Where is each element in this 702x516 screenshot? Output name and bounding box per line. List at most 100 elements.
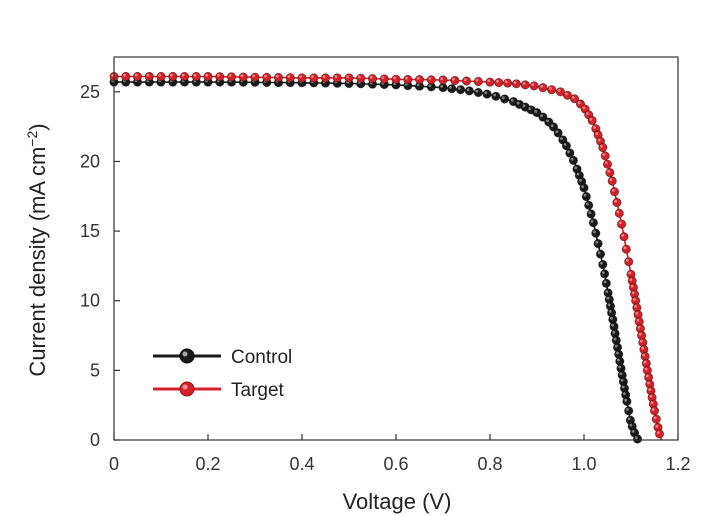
data-point-highlight-target (593, 126, 596, 129)
data-point-highlight-control (550, 124, 554, 128)
data-point-highlight-target (475, 78, 479, 82)
data-point-highlight-target (638, 332, 642, 336)
data-point-highlight-target (158, 73, 162, 77)
data-point-highlight-target (381, 76, 385, 79)
data-point-highlight-control (603, 280, 607, 284)
data-point-highlight-target (616, 210, 620, 214)
data-point-control (438, 83, 448, 93)
data-point-highlight-control (614, 344, 618, 348)
data-point-target (485, 77, 495, 87)
data-point-target (215, 72, 225, 82)
data-point-highlight-target (549, 87, 552, 90)
y-tick-label: 20 (80, 151, 100, 171)
data-point-control (464, 86, 474, 96)
data-point-control (482, 89, 492, 99)
data-point-control (473, 87, 483, 98)
data-point-target (520, 80, 530, 90)
data-point-highlight-target (623, 246, 627, 250)
data-point-highlight-control (616, 351, 619, 355)
data-point-highlight-target (393, 76, 397, 80)
data-point-highlight-control (607, 303, 611, 307)
data-point-highlight-control (583, 193, 587, 197)
data-point-highlight-target (416, 76, 420, 80)
data-point-control (591, 228, 601, 238)
data-point-highlight-control (567, 150, 570, 154)
data-point-highlight-target (653, 416, 657, 420)
x-tick-label: 0.8 (477, 454, 502, 474)
data-point-highlight-control (428, 84, 432, 87)
data-point-control (588, 218, 599, 228)
data-point-target (569, 94, 580, 104)
data-point-highlight-control (593, 230, 596, 234)
data-point-highlight-control (606, 296, 610, 300)
data-point-highlight-control (484, 91, 488, 95)
data-point-highlight-control (574, 166, 578, 170)
x-axis-title: Voltage (V) (343, 489, 452, 514)
x-tick-label: 0.6 (383, 454, 408, 474)
data-point-highlight-target (205, 73, 209, 77)
data-point-highlight-target (636, 318, 640, 322)
data-point-control (601, 278, 611, 288)
data-point-highlight-target (635, 312, 639, 315)
data-point-highlight-target (170, 73, 173, 77)
data-point-control (622, 396, 632, 406)
data-point-highlight-control (581, 185, 585, 189)
data-point-target (600, 151, 610, 161)
x-tick-label: 1.2 (665, 454, 690, 474)
data-point-highlight-control (595, 240, 599, 244)
data-point-target (273, 72, 284, 83)
data-point-control (500, 94, 510, 104)
data-point-highlight-target (123, 73, 126, 77)
data-point-highlight-target (589, 117, 593, 121)
y-axis-title-superscript: −2 (24, 131, 40, 147)
data-point-highlight-target (649, 394, 653, 398)
data-point-control (584, 200, 594, 210)
data-point-target (203, 71, 213, 82)
data-point-highlight-target (633, 298, 636, 301)
data-point-control (538, 112, 548, 122)
data-point-control (586, 209, 596, 219)
legend-item-control: Control (153, 347, 292, 368)
data-point-highlight-control (493, 93, 496, 97)
data-point-control (595, 249, 606, 259)
data-point-target (598, 142, 608, 153)
data-point-target (473, 76, 483, 87)
data-point-highlight-target (287, 75, 291, 78)
data-point-target (511, 79, 522, 89)
data-point-target (403, 74, 413, 85)
data-point-target (612, 197, 622, 208)
data-point-highlight-target (440, 77, 444, 81)
data-point-highlight-control (586, 202, 589, 206)
data-point-highlight-target (642, 353, 646, 357)
data-point-highlight-target (134, 73, 138, 77)
data-point-highlight-control (601, 271, 605, 274)
data-point-control (491, 91, 501, 101)
data-point-target (379, 74, 389, 84)
data-point-highlight-target (630, 284, 634, 288)
data-point-highlight-target (644, 367, 648, 371)
data-point-highlight-control (588, 211, 592, 215)
data-point-highlight-target (564, 92, 568, 96)
data-point-target (461, 76, 472, 86)
data-point-target (616, 219, 627, 229)
legend-label-target: Target (231, 380, 285, 401)
data-point-control (632, 434, 643, 444)
data-point-control (593, 239, 603, 249)
data-point-target (562, 90, 573, 100)
data-point-target (144, 71, 154, 82)
data-point-highlight-control (560, 137, 563, 141)
data-point-highlight-target (496, 79, 499, 83)
series-markers-target (109, 71, 665, 439)
data-point-highlight-target (358, 75, 361, 79)
data-point-highlight-target (626, 259, 629, 262)
data-point-highlight-target (634, 305, 637, 308)
data-point-highlight-target (650, 401, 654, 405)
data-point-highlight-target (522, 82, 526, 85)
data-point-target (426, 75, 436, 85)
data-point-target (168, 71, 178, 82)
data-point-highlight-target (571, 96, 575, 99)
data-point-target (132, 71, 143, 82)
data-point-highlight-target (181, 73, 185, 77)
data-point-control (455, 85, 466, 95)
data-point-highlight-target (264, 74, 267, 78)
